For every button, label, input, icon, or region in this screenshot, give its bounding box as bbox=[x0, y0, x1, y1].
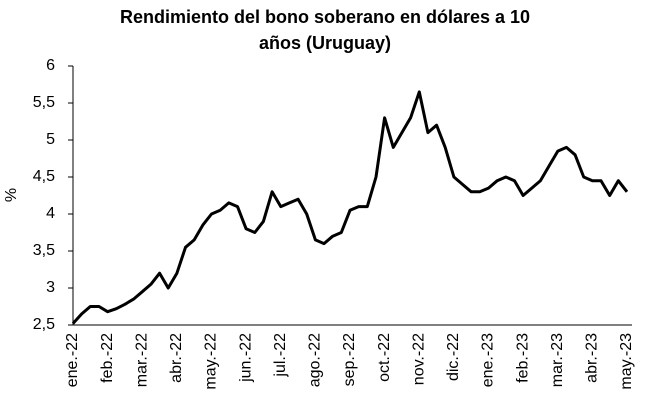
x-tick-label: abr.-23 bbox=[584, 333, 601, 383]
y-axis-label: % bbox=[3, 188, 20, 202]
y-tick-label: 3,5 bbox=[33, 242, 55, 259]
x-tick-label: jun.-22 bbox=[237, 333, 254, 383]
x-tick-label: ene.-22 bbox=[64, 333, 81, 387]
x-tick-label: oct.-22 bbox=[376, 333, 393, 382]
y-tick-label: 4 bbox=[46, 205, 55, 222]
line bbox=[71, 90, 629, 325]
x-tick-label: feb.-22 bbox=[99, 333, 116, 383]
x-tick-label: ago.-22 bbox=[307, 333, 324, 387]
x-tick-label: dic.-22 bbox=[445, 333, 462, 381]
x-tick-label: nov.-22 bbox=[410, 333, 427, 385]
x-tick-label: jul.-22 bbox=[272, 333, 289, 378]
chart-subtitle: años (Uruguay) bbox=[259, 33, 391, 53]
y-tick-label: 6 bbox=[46, 57, 55, 74]
y-tick-label: 3 bbox=[46, 279, 55, 296]
y-tick-label: 2,5 bbox=[33, 316, 55, 333]
x-tick-label: sep.-22 bbox=[341, 333, 358, 386]
x-tick-label: feb.-23 bbox=[514, 333, 531, 383]
x-tick-label: ene.-23 bbox=[480, 333, 497, 387]
x-tick-label: mar.-23 bbox=[549, 333, 566, 387]
x-tick-label: may.-22 bbox=[203, 333, 220, 390]
y-tick-label: 4,5 bbox=[33, 168, 55, 185]
x-tick-label: mar.-22 bbox=[133, 333, 150, 387]
y-tick-label: 5,5 bbox=[33, 94, 55, 111]
x-tick-label: abr.-22 bbox=[168, 333, 185, 383]
x-tick-label: may.-23 bbox=[618, 333, 635, 390]
chart-title: Rendimiento del bono soberano en dólares… bbox=[120, 7, 530, 27]
y-tick-label: 5 bbox=[46, 131, 55, 148]
